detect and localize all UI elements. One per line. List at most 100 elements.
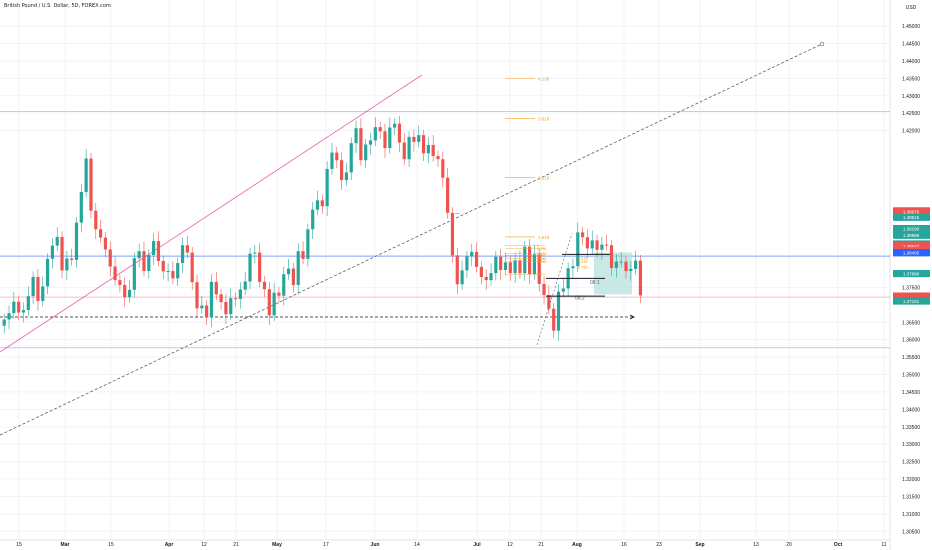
y-tick-label: 1.32000 [902, 477, 920, 483]
candle-body [315, 200, 320, 210]
candle-body [147, 255, 151, 272]
candle-body [388, 127, 392, 149]
candle-body [576, 232, 580, 267]
trend-marker: — [455, 211, 460, 217]
candle-body [214, 281, 218, 295]
candle-body [614, 261, 618, 268]
candle-body [142, 251, 146, 272]
candle-body [282, 274, 286, 296]
candle-body [383, 131, 387, 149]
candle-body [233, 298, 238, 300]
candle-body [41, 286, 45, 302]
candle-body [26, 296, 30, 311]
x-tick-label: Mar [61, 542, 70, 548]
candle-body [55, 236, 59, 246]
candle-body [89, 158, 93, 211]
candle-body [176, 263, 180, 279]
candle-body [205, 305, 209, 318]
candle-body [7, 313, 11, 320]
candle-body [523, 246, 527, 274]
candle-body [349, 143, 353, 173]
candle-body [417, 135, 421, 142]
candle-body [581, 232, 585, 238]
candle-body [74, 222, 79, 260]
candle-body [407, 136, 411, 160]
candle-body [494, 256, 498, 274]
fib-retracement-label: 1 [537, 244, 539, 248]
candle-body [547, 295, 551, 309]
candle-body [609, 245, 614, 268]
candle-body [503, 262, 508, 270]
candle-body [344, 172, 349, 181]
candle-body [286, 268, 291, 275]
candle-body [450, 212, 455, 256]
candle-body [499, 256, 503, 270]
y-tick-label: 1.34000 [902, 407, 920, 413]
candle-body [619, 261, 623, 263]
y-tick-label: 1.45000 [902, 24, 920, 30]
candle-body [518, 260, 522, 274]
candle-body [229, 298, 233, 315]
candle-body [180, 245, 185, 264]
x-tick-label: 13 [753, 542, 759, 548]
candle-body [532, 254, 536, 275]
candle-body [340, 160, 344, 181]
y-tick-label: 1.43500 [902, 76, 920, 82]
y-tick-label: 1.44000 [902, 59, 920, 65]
price-label-text: 1.38998 [903, 233, 920, 238]
candle-body [561, 288, 565, 292]
x-tick-label: Jul [473, 542, 481, 548]
candle-body [224, 302, 228, 315]
candle-body [508, 262, 512, 274]
candle-body [585, 237, 590, 249]
candle-body [267, 289, 271, 316]
candle-body [624, 261, 628, 272]
candle-body [17, 301, 21, 313]
measure-label: 0.236 [578, 260, 588, 264]
candle-body [152, 241, 156, 256]
candle-body [378, 127, 382, 132]
x-tick-label: Sep [695, 542, 704, 548]
price-label-bg [893, 224, 930, 233]
candle-body [460, 270, 464, 285]
x-tick-label: 11 [881, 542, 886, 548]
candle-body [306, 229, 310, 259]
candle-body [542, 283, 546, 296]
candles [2, 116, 643, 341]
candle-body [441, 159, 445, 178]
x-tick-label: 23 [656, 542, 662, 548]
long-trend-line [0, 43, 823, 436]
x-tick-label: 14 [414, 542, 420, 548]
candle-body [209, 281, 214, 318]
price-label-bg [893, 208, 930, 216]
fib-level-label: 2.618 [538, 176, 550, 181]
fib-level-label: 1.618 [538, 235, 550, 240]
y-tick-label: 1.37500 [902, 285, 920, 291]
candle-body [479, 266, 483, 277]
projection-path [536, 233, 573, 345]
y-tick-label: 1.31000 [902, 512, 920, 518]
y-tick-label: 1.33500 [902, 425, 920, 431]
candle-body [393, 123, 397, 128]
candle-body [595, 240, 599, 250]
candle-body [185, 245, 189, 253]
candle-body [156, 241, 161, 261]
y-tick-label: 1.35000 [902, 373, 920, 379]
candle-body [474, 251, 479, 267]
candle-body [137, 251, 141, 259]
x-tick-label: 15 [108, 542, 114, 548]
candle-body [359, 128, 363, 161]
price-axis-currency: USD [906, 5, 917, 11]
candle-body [320, 200, 324, 207]
candle-body [634, 260, 638, 269]
x-axis-ticks: 15 Mar 15 Apr 12 21 May 17 Jun 14 Jul 12 21 Aug 16 23 Se… [16, 0, 887, 548]
candle-body [489, 273, 493, 281]
x-tick-label: May [272, 542, 282, 548]
candle-body [629, 268, 633, 272]
candle-body [113, 266, 117, 281]
channel-line [0, 74, 423, 353]
candle-body [465, 256, 469, 271]
